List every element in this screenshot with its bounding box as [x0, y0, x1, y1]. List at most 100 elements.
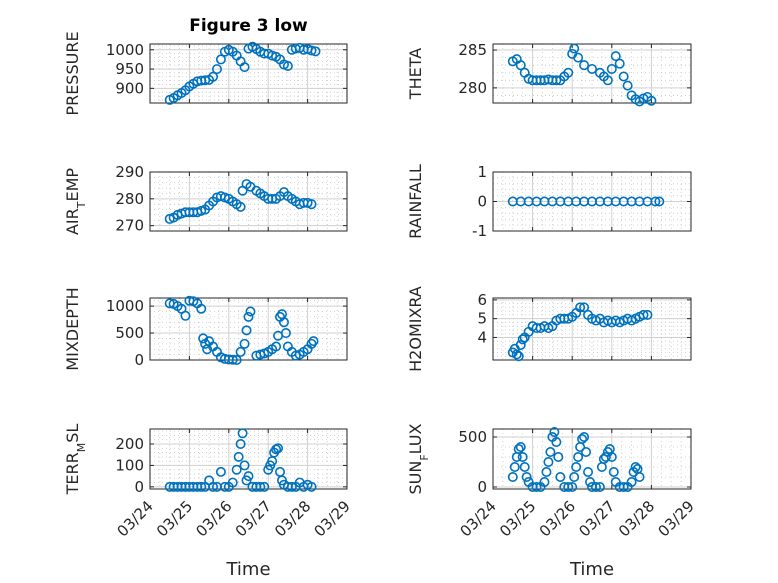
y-tick-label: 0 [477, 478, 487, 496]
data-point [579, 431, 590, 442]
data-point [563, 481, 574, 492]
data-point [579, 60, 590, 71]
data-point [569, 43, 580, 54]
data-point [227, 477, 238, 488]
y-tick-label: 4 [477, 328, 487, 346]
x-tick-label: 03/26 [536, 497, 579, 540]
data-point [606, 63, 617, 74]
data-point [571, 461, 582, 472]
data-point [286, 481, 297, 492]
data-point [610, 51, 621, 62]
y-tick-label: 0 [477, 193, 487, 211]
data-point [638, 309, 649, 320]
axes-outline [149, 171, 348, 232]
data-point [634, 471, 645, 482]
y-axis-label: PRESSURE [63, 31, 82, 115]
data-point [602, 75, 613, 86]
subplot-terr-msl: 0 100 200 TERRMSL 03/2403/2503/2603/2703/280… [63, 424, 354, 580]
data-point [573, 451, 584, 462]
y-tick-label: 280 [458, 79, 487, 97]
data-point [515, 60, 526, 71]
axes-outline [492, 43, 692, 104]
data-point [517, 334, 528, 345]
data-point [259, 481, 270, 492]
data-point [650, 196, 661, 207]
data-point [551, 436, 562, 447]
data-point [622, 80, 633, 91]
data-point [519, 461, 530, 472]
subplot-mixdepth: 0 500 1000 MIXDEPTH [63, 287, 348, 371]
data-point [196, 481, 207, 492]
data-point [273, 443, 284, 454]
y-tick-label: 0 [134, 478, 144, 496]
data-point [642, 309, 653, 320]
data-point [515, 441, 526, 452]
y-axis-label: AIRTEMP [63, 168, 88, 235]
data-point [208, 71, 219, 82]
data-point [180, 310, 191, 321]
data-point [310, 46, 321, 57]
data-point [545, 446, 556, 457]
data-point [208, 481, 219, 492]
data-point [255, 481, 266, 492]
data-point [271, 341, 282, 352]
data-point [235, 346, 246, 357]
subplot-rainfall: -1 0 1 RAINFALL [406, 163, 692, 240]
data-point [239, 62, 250, 73]
data-point [237, 428, 248, 439]
data-point [581, 446, 592, 457]
data-point [239, 460, 250, 471]
data-point [200, 75, 211, 86]
data-point [543, 456, 554, 467]
data-point [233, 451, 244, 462]
data-point [551, 75, 562, 86]
y-tick-label: 100 [115, 456, 144, 474]
y-axis-label: H2OMIXRA [406, 286, 425, 372]
y-tick-label: 950 [115, 60, 144, 78]
axes-outline [149, 297, 348, 361]
data-point [549, 426, 560, 437]
y-axis-label: THETA [406, 48, 425, 100]
data-point [243, 471, 254, 482]
data-point [306, 199, 317, 210]
data-point [513, 443, 524, 454]
data-point [646, 95, 657, 106]
y-axis-label: RAINFALL [406, 164, 425, 239]
data-point [618, 71, 629, 82]
x-tick-label: 03/28 [615, 497, 658, 540]
data-point [241, 325, 252, 336]
data-point [626, 476, 637, 487]
data-point [278, 317, 289, 328]
data-point [654, 196, 665, 207]
x-tick-label: 03/29 [655, 497, 698, 540]
x-tick-label: 03/27 [232, 497, 275, 540]
figure-title: Figure 3 low [189, 16, 308, 36]
y-axis-label: TERRMSL [63, 424, 88, 496]
data-point [306, 338, 317, 349]
data-point [555, 471, 566, 482]
y-tick-label: 6 [477, 291, 487, 309]
data-point [569, 471, 580, 482]
y-tick-label: 500 [458, 428, 487, 446]
y-tick-label: 1000 [106, 297, 144, 315]
y-tick-label: 900 [115, 79, 144, 97]
data-point [198, 333, 209, 344]
data-point [215, 466, 226, 477]
data-point [245, 306, 256, 317]
x-tick-label: 03/24 [457, 497, 500, 540]
x-tick-label: 03/27 [575, 497, 618, 540]
y-tick-label: 285 [458, 41, 487, 59]
data-point [608, 466, 619, 477]
y-axis-label: SUNFLUX [406, 423, 431, 494]
x-tick-label: 03/28 [271, 497, 314, 540]
data-point [531, 481, 542, 492]
data-point [579, 302, 590, 313]
subplot-sun-flux: 0 500 SUNFLUX 03/2403/2503/2603/2703/2803/2… [406, 423, 698, 580]
data-point [575, 302, 586, 313]
data-point [513, 351, 524, 362]
axes-outline [492, 297, 692, 361]
data-point [231, 354, 242, 365]
data-point [539, 476, 550, 487]
subplot-theta: 280 285 THETA [406, 41, 692, 107]
